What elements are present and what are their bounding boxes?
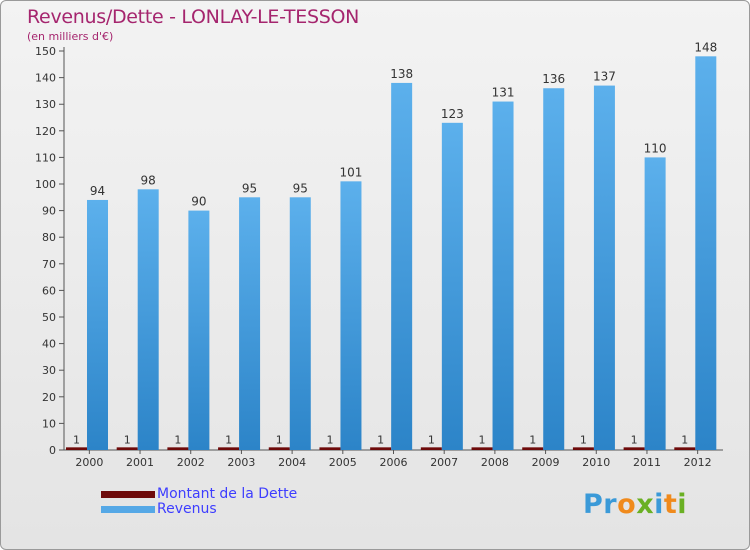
- y-tick-label: 120: [35, 125, 56, 138]
- data-label-revenus: 131: [492, 86, 515, 100]
- data-label-revenus: 136: [542, 72, 565, 86]
- data-label-revenus: 98: [141, 173, 156, 187]
- data-label-dette: 1: [377, 433, 384, 446]
- bar-dette: [218, 447, 240, 450]
- bar-revenus: [87, 199, 108, 450]
- data-label-dette: 1: [174, 433, 181, 446]
- x-tick-label: 2008: [481, 456, 509, 469]
- y-tick-label: 60: [42, 284, 56, 297]
- data-label-dette: 1: [326, 433, 333, 446]
- data-label-dette: 1: [479, 433, 486, 446]
- y-tick-label: 50: [42, 311, 56, 324]
- logo-letter: x: [636, 489, 655, 520]
- data-label-dette: 1: [580, 433, 587, 446]
- bar-revenus: [391, 82, 413, 451]
- logo-letter: r: [603, 489, 618, 520]
- logo-letter: P: [583, 489, 604, 520]
- logo-letter: t: [663, 489, 678, 520]
- y-tick-label: 20: [42, 391, 56, 404]
- y-tick-label: 150: [35, 45, 56, 58]
- x-tick-label: 2005: [329, 456, 357, 469]
- legend-label-dette: Montant de la Dette: [157, 486, 298, 502]
- bar-revenus: [239, 197, 261, 450]
- data-label-revenus: 90: [191, 195, 206, 209]
- data-label-dette: 1: [681, 433, 688, 446]
- bar-revenus: [289, 197, 311, 450]
- data-label-revenus: 95: [242, 181, 257, 195]
- data-label-revenus: 95: [293, 181, 308, 195]
- bar-revenus: [137, 189, 159, 450]
- data-label-revenus: 137: [593, 70, 616, 84]
- y-tick-label: 40: [42, 338, 56, 351]
- bar-revenus: [644, 157, 666, 450]
- x-tick-label: 2001: [126, 456, 154, 469]
- bar-dette: [420, 447, 442, 450]
- bar-revenus: [543, 88, 565, 451]
- data-label-revenus: 148: [694, 40, 717, 54]
- y-tick-label: 70: [42, 258, 56, 271]
- x-tick-label: 2006: [380, 456, 408, 469]
- data-label-revenus: 110: [644, 141, 667, 155]
- data-label-dette: 1: [428, 433, 435, 446]
- y-tick-label: 140: [35, 72, 56, 85]
- y-tick-label: 10: [42, 417, 56, 430]
- legend-swatch-revenus: [101, 506, 155, 513]
- proxiti-logo: Proxiti: [583, 489, 687, 520]
- chart-subtitle: (en milliers d'€): [27, 30, 114, 43]
- y-tick-label: 80: [42, 231, 56, 244]
- bar-dette: [167, 447, 189, 450]
- data-label-revenus: 101: [340, 165, 363, 179]
- x-tick-label: 2012: [684, 456, 712, 469]
- y-tick-label: 130: [35, 98, 56, 111]
- data-label-dette: 1: [631, 433, 638, 446]
- x-tick-label: 2009: [532, 456, 560, 469]
- data-label-dette: 1: [529, 433, 536, 446]
- y-tick-label: 90: [42, 205, 56, 218]
- bar-revenus: [340, 181, 362, 450]
- data-label-revenus: 123: [441, 107, 464, 121]
- x-tick-label: 2011: [633, 456, 661, 469]
- logo-letter: i: [654, 489, 664, 520]
- data-label-dette: 1: [124, 433, 131, 446]
- x-tick-label: 2010: [582, 456, 610, 469]
- data-label-dette: 1: [225, 433, 232, 446]
- bar-revenus: [188, 210, 210, 450]
- y-tick-label: 30: [42, 364, 56, 377]
- data-label-dette: 1: [73, 433, 80, 446]
- x-tick-label: 2007: [430, 456, 458, 469]
- bar-dette: [674, 447, 696, 450]
- legend-label-revenus: Revenus: [157, 501, 217, 517]
- x-tick-label: 2003: [227, 456, 255, 469]
- bar-revenus: [593, 85, 615, 450]
- bar-dette: [572, 447, 594, 450]
- bar-dette: [522, 447, 544, 450]
- x-tick-label: 2002: [177, 456, 205, 469]
- chart-title: Revenus/Dette - LONLAY-LE-TESSON: [27, 6, 360, 28]
- legend-swatch-dette: [101, 491, 155, 498]
- bar-dette: [623, 447, 645, 450]
- bar-dette: [116, 447, 138, 450]
- bar-dette: [268, 447, 290, 450]
- x-tick-label: 2000: [75, 456, 103, 469]
- bar-dette: [471, 447, 493, 450]
- bar-dette: [370, 447, 392, 450]
- x-tick-label: 2004: [278, 456, 306, 469]
- y-tick-label: 100: [35, 178, 56, 191]
- y-tick-label: 110: [35, 151, 56, 164]
- bar-revenus: [492, 101, 514, 450]
- y-tick-label: 0: [49, 444, 56, 457]
- data-label-revenus: 138: [390, 67, 413, 81]
- logo-letter: i: [677, 489, 688, 520]
- bar-dette: [319, 447, 341, 450]
- logo-letter: o: [617, 489, 637, 520]
- data-label-dette: 1: [276, 433, 283, 446]
- data-label-revenus: 94: [90, 184, 105, 198]
- bar-dette: [66, 447, 87, 450]
- bar-revenus: [441, 122, 463, 450]
- bar-revenus: [695, 56, 717, 450]
